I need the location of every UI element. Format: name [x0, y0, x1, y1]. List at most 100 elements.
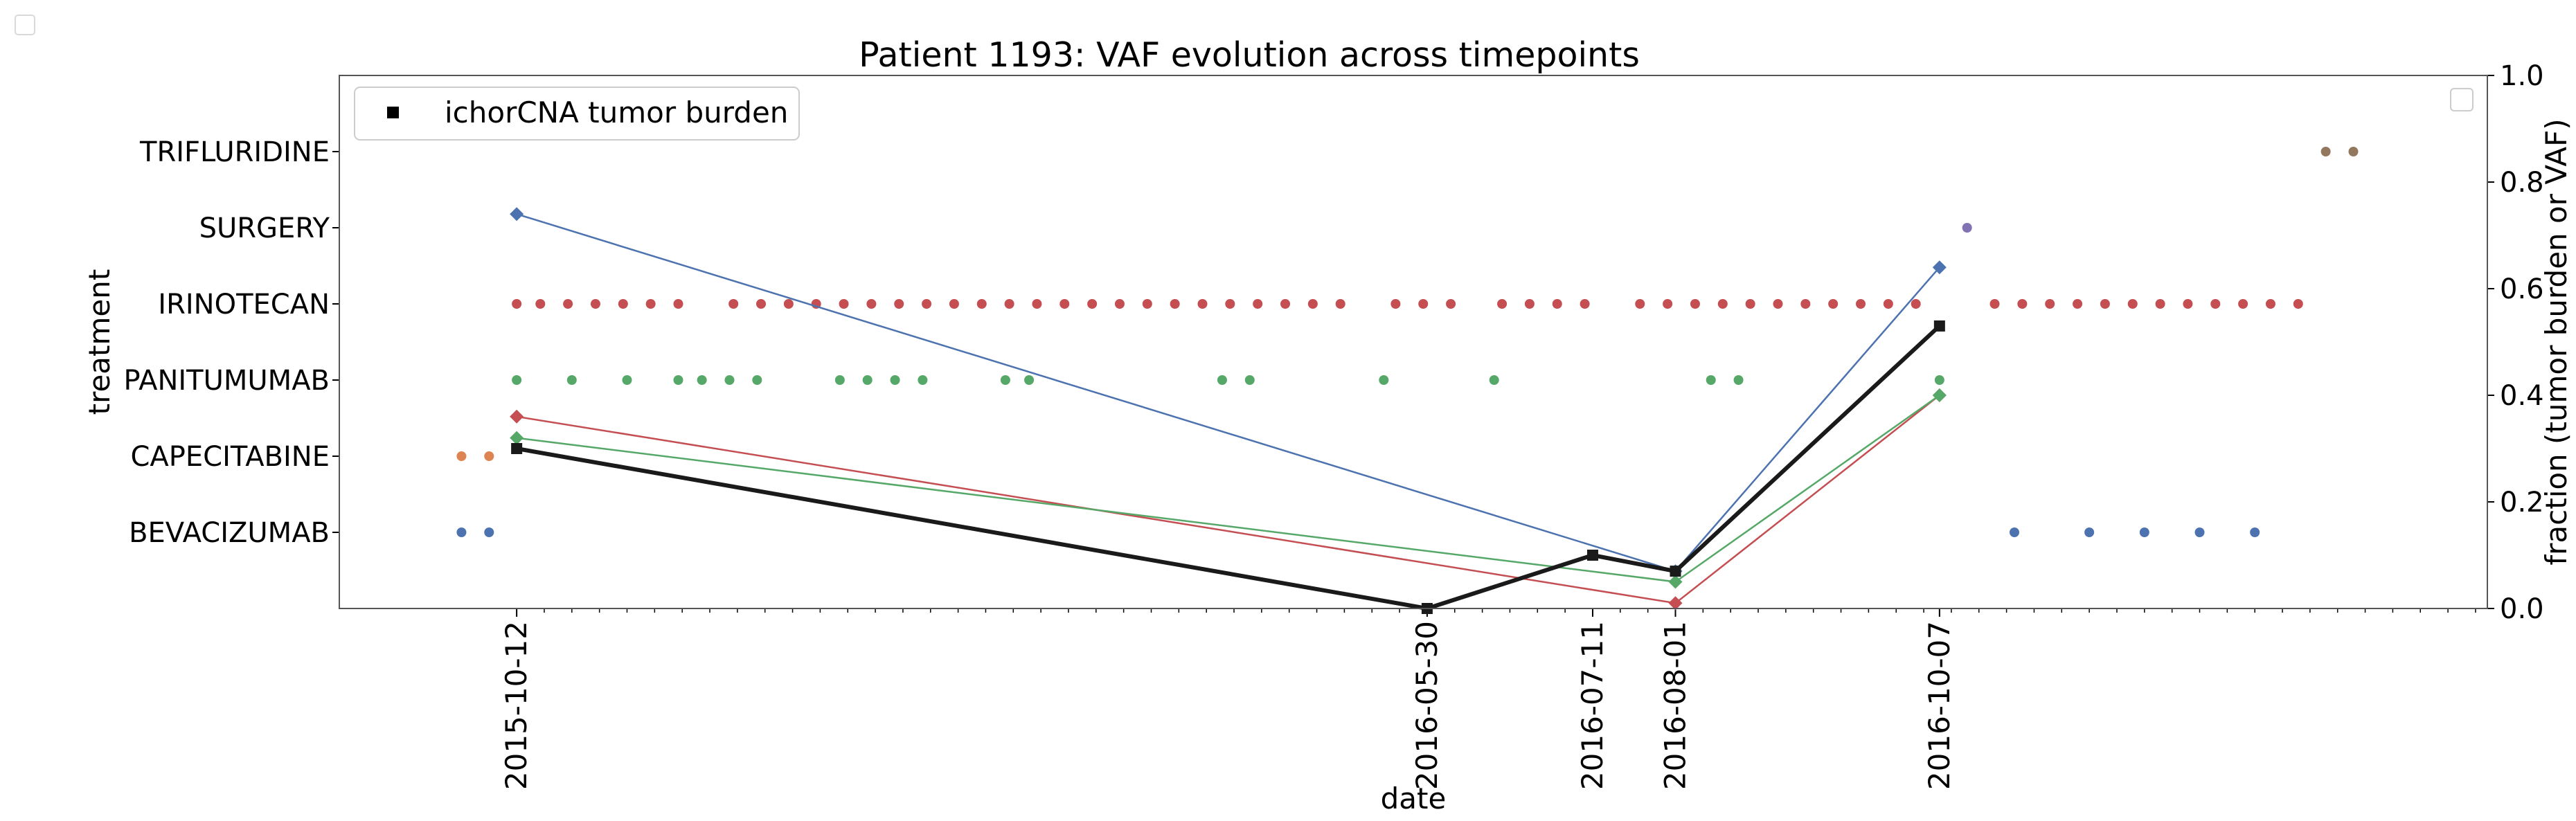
treatment-dot-bevacizumab — [2009, 527, 2019, 537]
treatment-dot-irinotecan — [2045, 299, 2055, 309]
left-tick-label-surgery: SURGERY — [199, 213, 330, 244]
left-tick-label-trifluridine: TRIFLURIDINE — [139, 136, 330, 168]
treatment-dot-irinotecan — [2210, 299, 2221, 309]
series-point-vaf--55a868 — [1932, 388, 1947, 402]
treatment-dot-irinotecan — [2238, 299, 2248, 309]
right-axis-label: fraction (tumor burden or VAF) — [2539, 118, 2573, 565]
treatment-dot-irinotecan — [1225, 299, 1235, 309]
series-line-ichorcna-tumor-burden — [516, 324, 1941, 611]
treatment-dot-panitumumab — [1733, 375, 1744, 385]
treatment-dot-bevacizumab — [2250, 527, 2260, 537]
treatment-dot-bevacizumab — [456, 527, 467, 537]
treatment-dot-irinotecan — [949, 299, 959, 309]
x-tick-label-2016-07-11: 2016-07-11 — [1575, 621, 1609, 790]
chart-title: Patient 1193: VAF evolution across timep… — [859, 35, 1640, 75]
treatment-dot-irinotecan — [1059, 299, 1070, 309]
treatment-dot-irinotecan — [783, 299, 794, 309]
series-point-vaf--4c72b0 — [1932, 260, 1947, 275]
left-axis-label: treatment — [82, 269, 116, 415]
treatment-dot-irinotecan — [563, 299, 573, 309]
treatment-dot-panitumumab — [1000, 375, 1010, 385]
treatment-dot-irinotecan — [1335, 299, 1345, 309]
treatment-dot-irinotecan — [1828, 299, 1839, 309]
treatment-dot-irinotecan — [976, 299, 987, 309]
series-point-vaf--55a868 — [1668, 575, 1683, 589]
treatment-dot-irinotecan — [1170, 299, 1180, 309]
treatment-dot-trifluridine — [2320, 147, 2331, 156]
chart-legend: ichorCNA tumor burden — [354, 87, 800, 141]
treatment-dot-irinotecan — [590, 299, 600, 309]
series-point-vaf--c44e52 — [510, 409, 524, 424]
treatment-dot-irinotecan — [2100, 299, 2110, 309]
treatment-dot-trifluridine — [2348, 147, 2359, 156]
x-axis-label: date — [1381, 782, 1447, 815]
treatment-dot-irinotecan — [1497, 299, 1508, 309]
left-tick-label-panitumumab: PANITUMUMAB — [124, 365, 330, 397]
treatment-dot-irinotecan — [1004, 299, 1014, 309]
treatment-dot-irinotecan — [1989, 299, 2000, 309]
treatment-dot-irinotecan — [645, 299, 656, 309]
right-legend-box — [2450, 88, 2474, 111]
treatment-dot-surgery — [1962, 223, 1972, 233]
treatment-dot-bevacizumab — [2139, 527, 2149, 537]
treatment-dot-panitumumab — [1024, 375, 1035, 385]
corner-checkbox — [15, 15, 35, 35]
left-tick-label-capecitabine: CAPECITABINE — [130, 441, 330, 473]
treatment-dot-irinotecan — [2073, 299, 2083, 309]
treatment-dot-irinotecan — [2293, 299, 2303, 309]
treatment-dot-irinotecan — [1418, 299, 1429, 309]
treatment-dot-panitumumab — [1244, 375, 1255, 385]
legend-frame — [354, 87, 800, 141]
x-tick-label-2016-05-30: 2016-05-30 — [1410, 621, 1444, 790]
series-point-vaf--55a868 — [510, 431, 524, 445]
x-tick-label-2015-10-12: 2015-10-12 — [499, 621, 533, 790]
right-tick-label-1-0: 1.0 — [2500, 60, 2544, 92]
treatment-dot-irinotecan — [2127, 299, 2138, 309]
x-tick-label-2016-10-07: 2016-10-07 — [1922, 621, 1956, 790]
treatment-dot-irinotecan — [922, 299, 932, 309]
treatment-dot-irinotecan — [1911, 299, 1921, 309]
treatment-dot-irinotecan — [1524, 299, 1535, 309]
right-tick-label-0-8: 0.8 — [2500, 167, 2544, 199]
right-tick-label-0-0: 0.0 — [2500, 593, 2544, 625]
treatment-dot-capecitabine — [456, 451, 467, 461]
treatment-dot-irinotecan — [618, 299, 628, 309]
treatment-dot-irinotecan — [1580, 299, 1590, 309]
right-tick-label-0-6: 0.6 — [2500, 273, 2544, 305]
treatment-dot-irinotecan — [1087, 299, 1098, 309]
treatment-dot-panitumumab — [566, 375, 577, 385]
treatment-dot-irinotecan — [1446, 299, 1456, 309]
treatment-dot-irinotecan — [673, 299, 683, 309]
treatment-dot-irinotecan — [866, 299, 877, 309]
treatment-dot-panitumumab — [834, 375, 845, 385]
treatment-dot-panitumumab — [697, 375, 707, 385]
treatment-dot-irinotecan — [2155, 299, 2165, 309]
treatment-dot-panitumumab — [862, 375, 873, 385]
treatment-dot-irinotecan — [1197, 299, 1208, 309]
treatment-dot-panitumumab — [1379, 375, 1389, 385]
treatment-dot-irinotecan — [1552, 299, 1562, 309]
treatment-dot-panitumumab — [1217, 375, 1227, 385]
treatment-dot-irinotecan — [1142, 299, 1152, 309]
series-line-vaf--55a868 — [516, 394, 1940, 583]
treatment-dot-irinotecan — [1663, 299, 1673, 309]
treatment-dot-irinotecan — [728, 299, 739, 309]
treatment-dot-panitumumab — [724, 375, 735, 385]
treatment-dot-capecitabine — [484, 451, 494, 461]
treatment-dot-irinotecan — [1717, 299, 1728, 309]
left-tick-label-irinotecan: IRINOTECAN — [158, 289, 330, 321]
treatment-dot-irinotecan — [1307, 299, 1318, 309]
right-tick-label-0-4: 0.4 — [2500, 380, 2544, 412]
treatment-dot-panitumumab — [1706, 375, 1716, 385]
treatment-dot-irinotecan — [839, 299, 849, 309]
treatment-dot-panitumumab — [918, 375, 928, 385]
treatment-dot-panitumumab — [1489, 375, 1499, 385]
right-tick-label-0-2: 0.2 — [2500, 487, 2544, 518]
series-point-ichorcna-tumor-burden — [1586, 550, 1598, 561]
treatment-dot-irinotecan — [1635, 299, 1645, 309]
x-tick-label-2016-08-01: 2016-08-01 — [1658, 621, 1692, 790]
treatment-dot-irinotecan — [1390, 299, 1401, 309]
series-point-ichorcna-tumor-burden — [1670, 566, 1681, 577]
treatment-dot-irinotecan — [512, 299, 522, 309]
treatment-dot-panitumumab — [890, 375, 900, 385]
